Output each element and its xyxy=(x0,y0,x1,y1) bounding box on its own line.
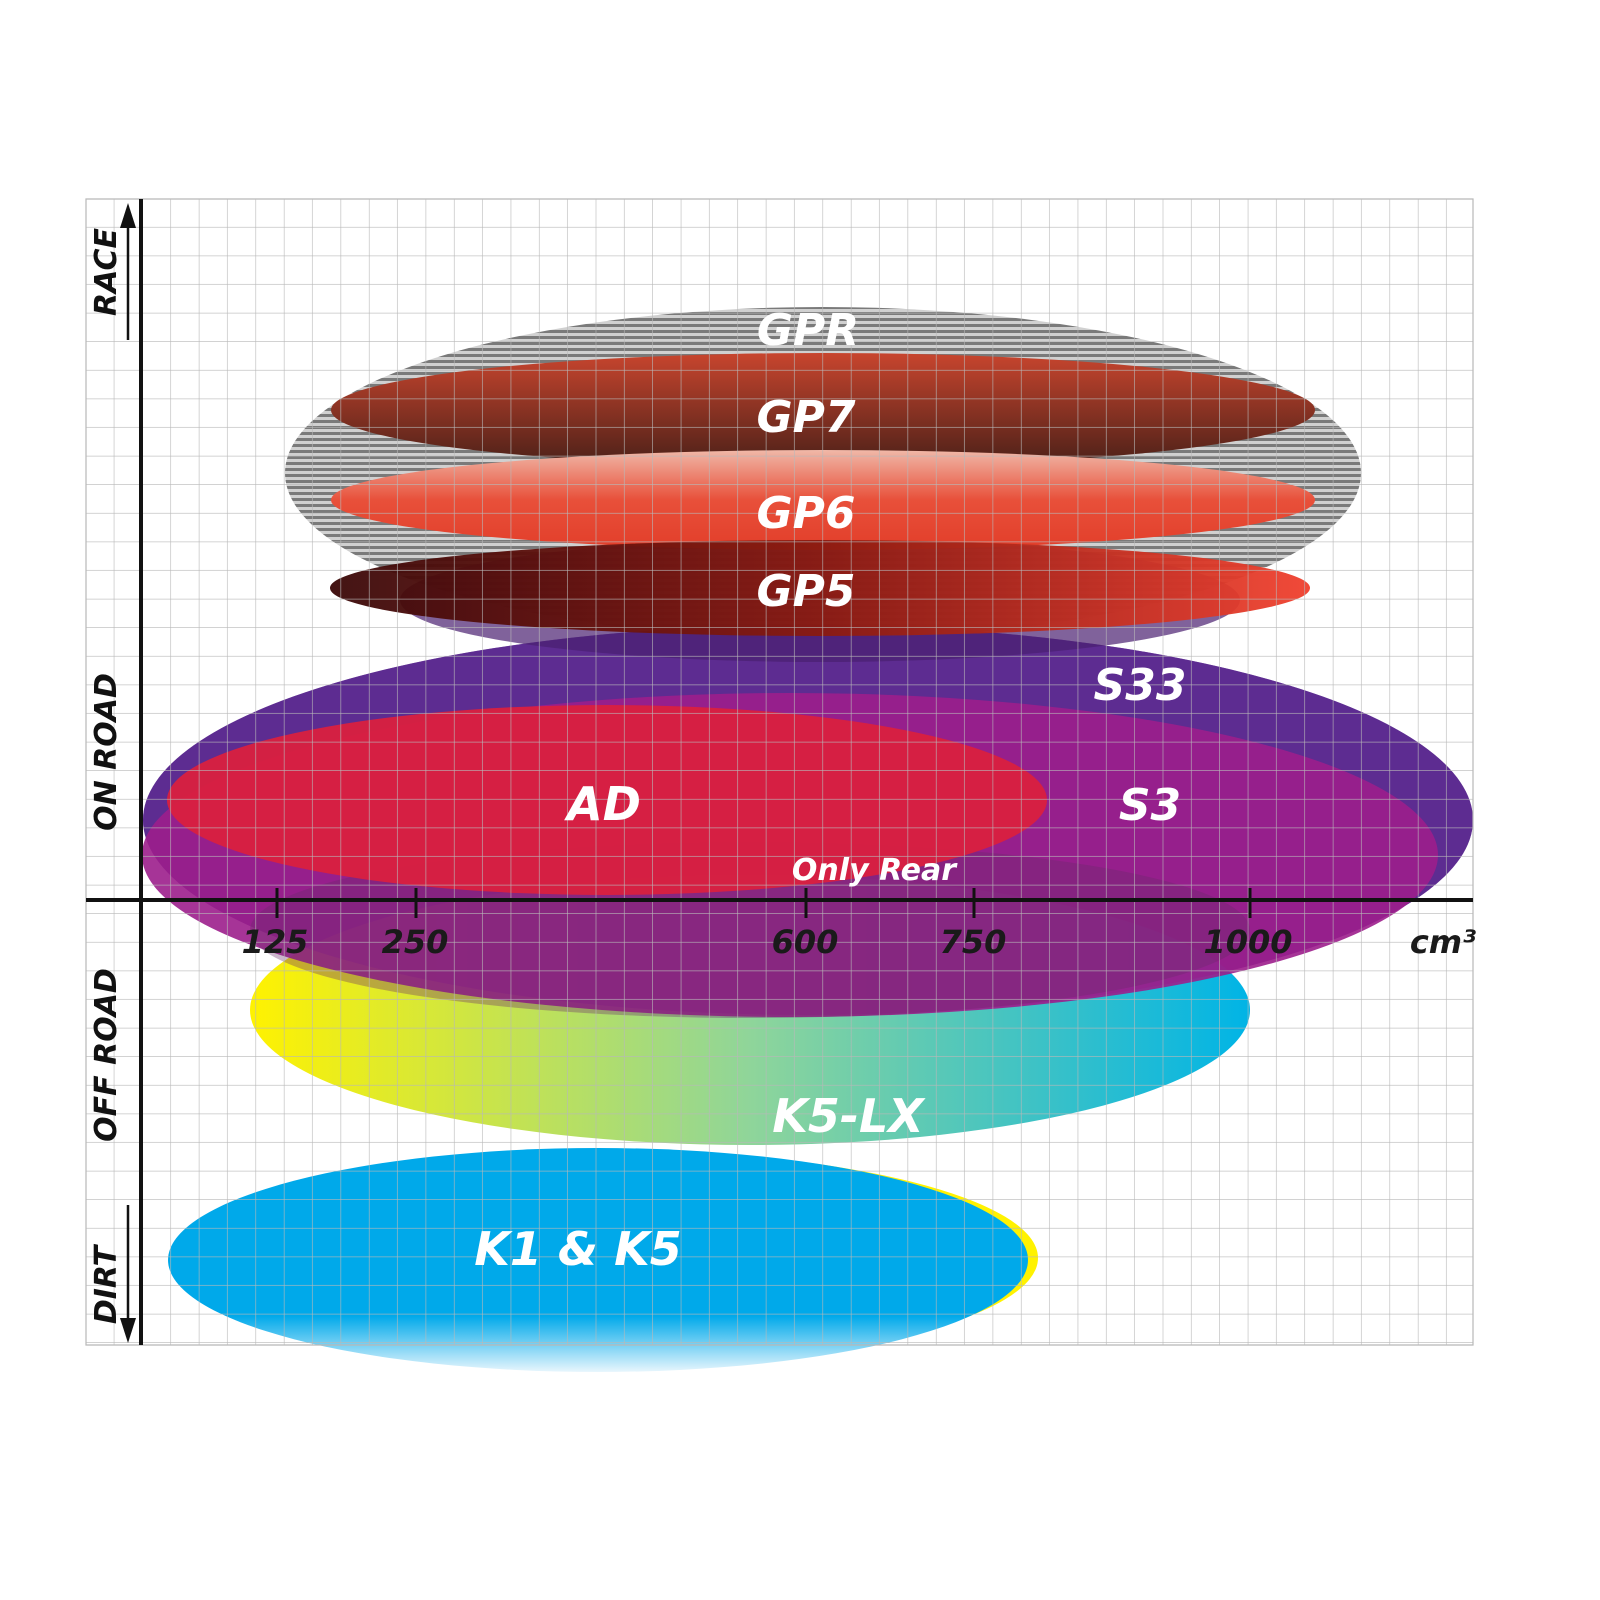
label-ad: AD xyxy=(564,777,641,831)
x-tick-label-125: 125 xyxy=(242,923,309,961)
x-ticks xyxy=(275,888,1252,918)
label-s33: S33 xyxy=(1094,660,1187,711)
x-tick-label-750: 750 xyxy=(940,923,1007,961)
label-k1k5: K1 & K5 xyxy=(474,1222,681,1276)
x-tick-label-600: 600 xyxy=(772,923,839,961)
label-gpr: GPR xyxy=(757,305,859,356)
y-label-dirt: DIRT xyxy=(89,1243,124,1324)
label-gp6: GP6 xyxy=(757,488,856,539)
y-label-race: RACE xyxy=(89,228,124,316)
y-label-on-road: ON ROAD xyxy=(89,673,124,831)
label-only-rear: Only Rear xyxy=(792,853,958,888)
race-arrow-head-icon xyxy=(120,203,136,228)
dirt-arrow-head-icon xyxy=(120,1318,136,1343)
x-tick-label-1000: 1000 xyxy=(1203,923,1292,961)
label-s3: S3 xyxy=(1119,780,1181,831)
y-label-off-road: OFF ROAD xyxy=(89,968,124,1142)
x-tick-label-250: 250 xyxy=(382,923,449,961)
label-k5lx: K5-LX xyxy=(772,1089,926,1143)
label-gp5: GP5 xyxy=(757,566,856,617)
x-unit-label: cm³ xyxy=(1410,923,1476,961)
label-gp7: GP7 xyxy=(757,392,856,443)
grid xyxy=(86,199,1473,1345)
